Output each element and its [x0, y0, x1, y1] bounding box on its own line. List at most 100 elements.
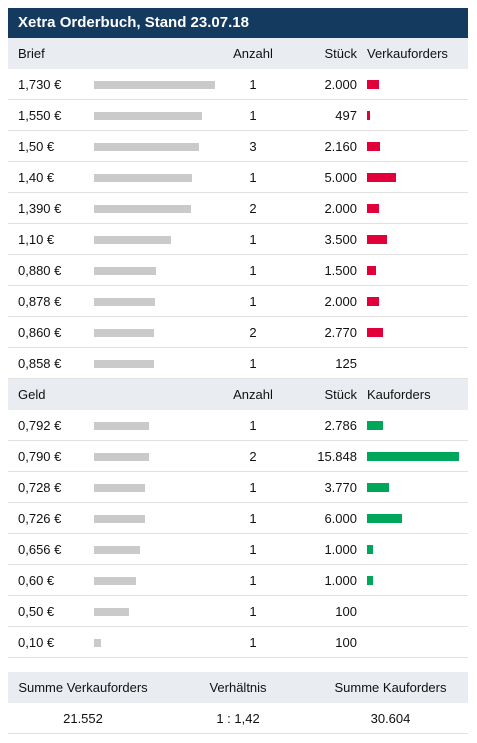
ask-price: 0,878 €	[18, 294, 62, 309]
ask-order-row: 1,390 € 2 2.000	[8, 193, 468, 224]
ask-price: 1,40 €	[18, 170, 55, 185]
ask-count-header: Anzahl	[233, 46, 273, 61]
bid-order-bar	[367, 483, 389, 492]
ask-qty: 5.000	[324, 170, 357, 185]
ask-qty: 2.000	[324, 201, 357, 216]
sum-buy-value: 30.604	[370, 711, 411, 726]
ask-count: 1	[249, 356, 257, 371]
ask-count: 1	[249, 170, 257, 185]
bid-count: 1	[249, 480, 257, 495]
ask-price-bar	[94, 81, 215, 89]
ask-order-row: 0,880 € 1 1.500	[8, 255, 468, 286]
ask-price: 0,880 €	[18, 263, 62, 278]
bid-count: 1	[249, 418, 257, 433]
bid-qty: 3.770	[324, 480, 357, 495]
ask-order-row: 0,858 € 1 125	[8, 348, 468, 379]
ask-price-bar	[94, 329, 154, 337]
ask-order-bar	[367, 235, 387, 244]
ask-qty-header: Stück	[324, 46, 357, 61]
bid-count-header: Anzahl	[233, 387, 273, 402]
bid-count: 2	[249, 449, 257, 464]
bid-price: 0,656 €	[18, 542, 62, 557]
ratio-value: 1 : 1,42	[216, 711, 260, 726]
ask-count: 1	[249, 232, 257, 247]
bid-price: 0,726 €	[18, 511, 62, 526]
bid-order-bar	[367, 421, 383, 430]
orderbook-widget: Xetra Orderbuch, Stand 23.07.18 Brief An…	[8, 8, 468, 734]
bid-count: 1	[249, 542, 257, 557]
bid-count: 1	[249, 511, 257, 526]
ask-price-bar	[94, 360, 154, 368]
bid-qty: 15.848	[317, 449, 357, 464]
ask-order-bar	[367, 297, 379, 306]
ask-qty: 2.160	[324, 139, 357, 154]
spacer	[8, 658, 468, 672]
bid-price: 0,728 €	[18, 480, 62, 495]
bid-qty: 100	[335, 604, 357, 619]
bid-count: 1	[249, 573, 257, 588]
summary-value-row: 21.552 1 : 1,42 30.604	[8, 703, 468, 734]
bid-price-bar	[94, 639, 101, 647]
bid-qty: 100	[335, 635, 357, 650]
ask-order-row: 1,50 € 3 2.160	[8, 131, 468, 162]
ask-count: 2	[249, 201, 257, 216]
ask-count: 3	[249, 139, 257, 154]
ask-order-bar	[367, 142, 380, 151]
ask-order-bar	[367, 111, 370, 120]
bid-order-bar	[367, 452, 459, 461]
ask-qty: 3.500	[324, 232, 357, 247]
ask-order-row: 0,878 € 1 2.000	[8, 286, 468, 317]
ask-price: 1,730 €	[18, 77, 62, 92]
ask-order-row: 1,40 € 1 5.000	[8, 162, 468, 193]
bid-price-bar	[94, 484, 145, 492]
bid-order-row: 0,792 € 1 2.786	[8, 410, 468, 441]
ask-order-row: 1,730 € 1 2.000	[8, 69, 468, 100]
ask-price-bar	[94, 298, 155, 306]
ask-price: 1,10 €	[18, 232, 55, 247]
bid-qty: 6.000	[324, 511, 357, 526]
bid-rows: 0,792 € 1 2.786 0,790 € 2 15.848 0,728 € 1 3.770…	[8, 410, 468, 658]
ask-price-bar	[94, 236, 171, 244]
bid-order-row: 0,726 € 1 6.000	[8, 503, 468, 534]
bid-price: 0,792 €	[18, 418, 62, 433]
ask-order-bar	[367, 173, 396, 182]
ask-price-bar	[94, 112, 202, 120]
bid-order-row: 0,656 € 1 1.000	[8, 534, 468, 565]
ask-order-bar	[367, 80, 379, 89]
sum-sell-label: Summe Verkauforders	[18, 680, 148, 695]
bid-count: 1	[249, 604, 257, 619]
bid-qty: 2.786	[324, 418, 357, 433]
ask-price-bar	[94, 267, 156, 275]
ask-price: 1,50 €	[18, 139, 55, 154]
ask-price: 0,860 €	[18, 325, 62, 340]
bid-price-bar	[94, 453, 149, 461]
ask-orders-header: Verkauforders	[367, 46, 448, 61]
bid-order-row: 0,60 € 1 1.000	[8, 565, 468, 596]
ask-order-row: 1,10 € 1 3.500	[8, 224, 468, 255]
bid-order-bar	[367, 514, 402, 523]
summary-header-row: Summe Verkauforders Verhältnis Summe Kau…	[8, 672, 468, 703]
ratio-label: Verhältnis	[209, 680, 267, 695]
bid-order-row: 0,10 € 1 100	[8, 627, 468, 658]
ask-qty: 2.770	[324, 325, 357, 340]
bid-order-row: 0,50 € 1 100	[8, 596, 468, 627]
bid-price-header: Geld	[18, 387, 46, 402]
ask-price-header: Brief	[18, 46, 45, 61]
ask-order-bar	[367, 204, 379, 213]
bid-qty: 1.000	[324, 542, 357, 557]
bid-orders-header: Kauforders	[367, 387, 431, 402]
ask-price-bar	[94, 143, 199, 151]
ask-order-bar	[367, 328, 383, 337]
bid-price: 0,790 €	[18, 449, 62, 464]
ask-price: 0,858 €	[18, 356, 62, 371]
ask-count: 1	[249, 294, 257, 309]
ask-qty: 497	[335, 108, 357, 123]
orderbook-title: Xetra Orderbuch, Stand 23.07.18	[8, 8, 468, 38]
bid-price-bar	[94, 515, 145, 523]
bid-price-bar	[94, 546, 140, 554]
ask-count: 1	[249, 263, 257, 278]
ask-qty: 2.000	[324, 294, 357, 309]
bid-order-bar	[367, 545, 373, 554]
bid-qty-header: Stück	[324, 387, 357, 402]
ask-count: 1	[249, 108, 257, 123]
